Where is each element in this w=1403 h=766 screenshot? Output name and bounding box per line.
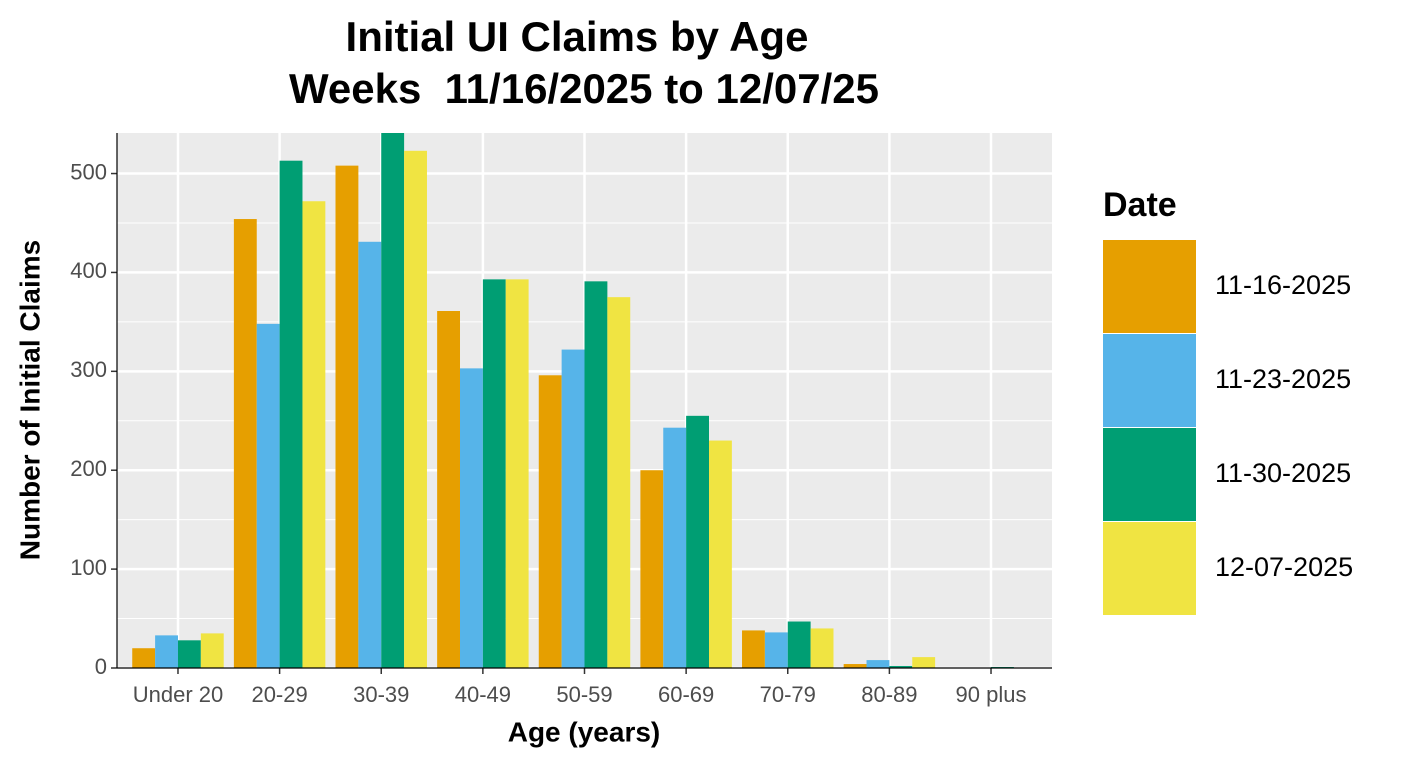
bar: [358, 241, 382, 668]
legend-label: 12-07-2025: [1215, 552, 1353, 582]
bar: [233, 219, 257, 668]
bar: [764, 632, 788, 668]
bar: [663, 427, 687, 668]
x-tick-label: 70-79: [760, 682, 816, 707]
legend-key: [1103, 522, 1196, 615]
legend-title: Date: [1103, 186, 1177, 224]
x-tick-label: 80-89: [861, 682, 917, 707]
y-tick-label: 200: [70, 456, 107, 481]
bar: [708, 440, 732, 668]
bar: [810, 628, 834, 668]
chart-title: Weeks 11/16/2025 to 12/07/25: [289, 65, 879, 112]
bar: [132, 648, 156, 668]
bar: [302, 201, 326, 669]
y-tick-label: 300: [70, 357, 107, 382]
bar: [538, 375, 562, 668]
x-tick-label: 30-39: [353, 682, 409, 707]
bar: [381, 133, 405, 668]
legend-label: 11-23-2025: [1215, 364, 1351, 394]
x-tick-label: 60-69: [658, 682, 714, 707]
bar: [584, 281, 608, 668]
bar: [460, 368, 483, 668]
bar: [912, 657, 936, 668]
chart-title: Initial UI Claims by Age: [346, 13, 809, 60]
x-tick-label: 20-29: [251, 682, 307, 707]
bar: [335, 165, 359, 668]
x-tick-label: 50-59: [556, 682, 612, 707]
bar: [889, 666, 913, 668]
bar: [742, 630, 765, 668]
x-tick-label: Under 20: [133, 682, 224, 707]
y-axis-title: Number of Initial Claims: [14, 240, 45, 561]
bar: [404, 150, 427, 669]
bar: [843, 664, 867, 668]
bar: [177, 640, 201, 668]
x-axis-title: Age (years): [508, 716, 661, 747]
bar: [607, 297, 631, 668]
bar: [200, 633, 224, 668]
bar: [505, 279, 529, 668]
bar: [787, 621, 811, 668]
y-tick-label: 400: [70, 258, 107, 283]
y-tick-label: 500: [70, 159, 107, 184]
y-tick-label: 0: [95, 654, 107, 679]
legend-key: [1103, 334, 1196, 427]
legend-label: 11-30-2025: [1215, 458, 1351, 488]
bar: [561, 349, 585, 668]
bar: [640, 470, 664, 668]
bar: [279, 160, 303, 669]
bar: [866, 660, 890, 668]
x-tick-label: 40-49: [455, 682, 511, 707]
y-tick-label: 100: [70, 555, 107, 580]
bar: [256, 323, 280, 668]
bar: [155, 635, 178, 668]
legend-key: [1103, 428, 1196, 521]
legend-key: [1103, 240, 1196, 333]
bar: [686, 415, 709, 668]
bar: [482, 279, 506, 668]
legend-label: 11-16-2025: [1215, 270, 1351, 300]
x-tick-label: 90 plus: [956, 682, 1027, 707]
bar: [437, 311, 461, 668]
